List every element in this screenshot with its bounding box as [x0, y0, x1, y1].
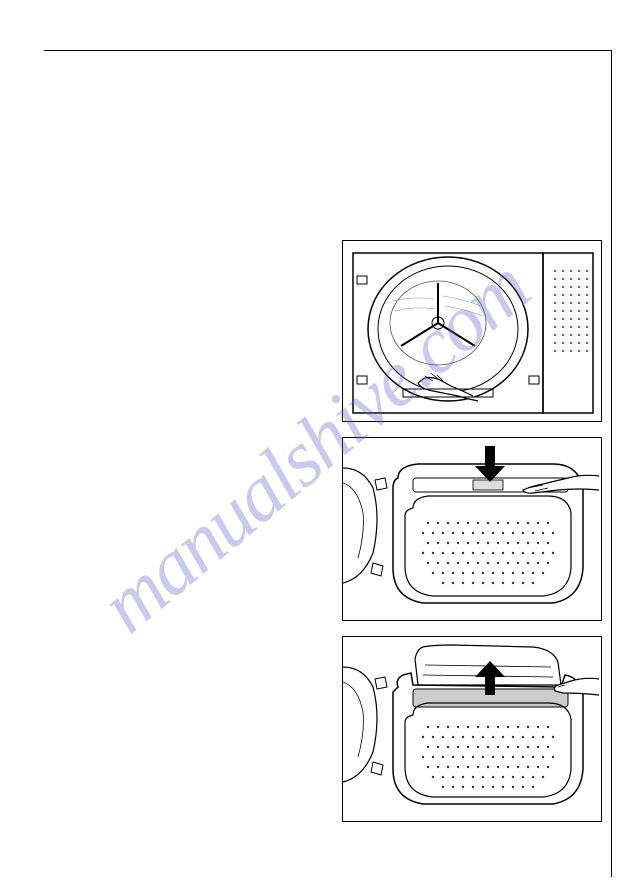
illustration-door-push-down	[342, 437, 602, 621]
illustration-drum-filter	[342, 240, 602, 422]
door-push-svg	[343, 438, 599, 618]
page-border-right	[611, 50, 612, 877]
door-lift-svg	[343, 637, 599, 819]
drum-filter-svg	[343, 241, 599, 419]
page-border-top	[44, 50, 612, 51]
illustration-door-lift-up	[342, 636, 602, 822]
illustrations-container	[342, 240, 602, 837]
